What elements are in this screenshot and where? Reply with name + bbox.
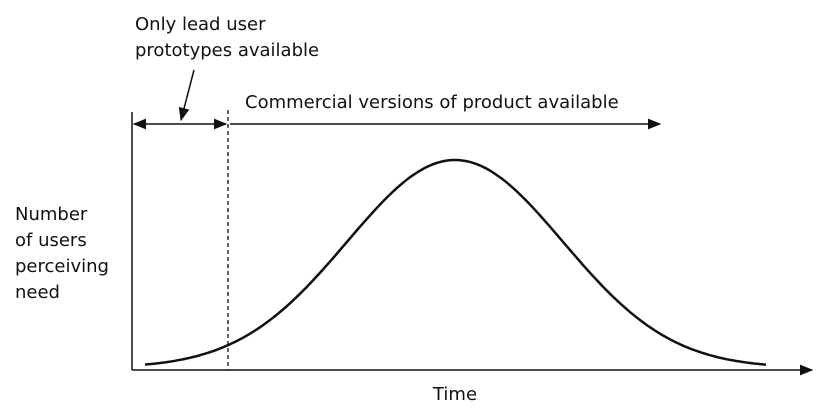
commercial-label: Commercial versions of product available xyxy=(245,92,619,113)
lead-user-label: Only lead user xyxy=(135,14,266,35)
lead-user-label: prototypes available xyxy=(135,40,319,61)
y-axis-label: Number xyxy=(15,204,88,225)
y-axis-label: need xyxy=(15,282,60,303)
pointer-arrow xyxy=(178,69,195,122)
x-axis-label: Time xyxy=(432,384,477,405)
y-axis-label: of users xyxy=(15,230,87,251)
y-axis-label: perceiving xyxy=(15,256,109,277)
adoption-curve xyxy=(144,158,767,366)
